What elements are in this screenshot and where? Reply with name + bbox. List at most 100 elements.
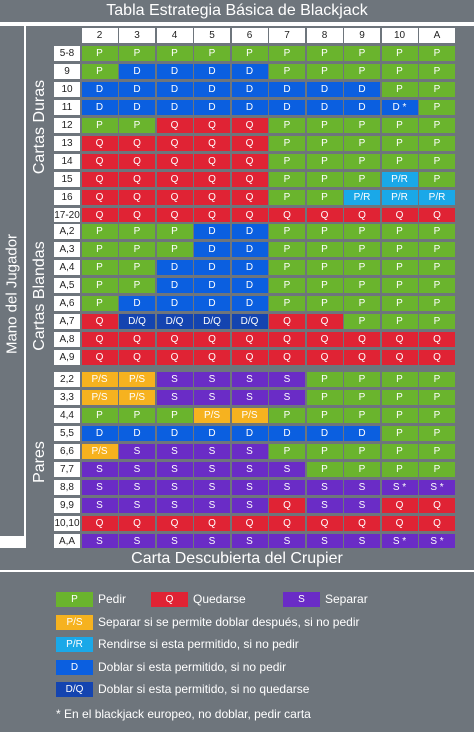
- strategy-cell: Q: [156, 154, 193, 169]
- player-hand-row-label: A,A: [54, 534, 80, 549]
- player-hand-row-label: A,4: [54, 260, 80, 275]
- strategy-cell: P: [381, 372, 418, 387]
- strategy-cell: P: [419, 372, 455, 387]
- player-hand-row-label: 10,10: [54, 516, 80, 531]
- strategy-cell: Q: [156, 118, 193, 133]
- strategy-cell: P: [119, 260, 155, 275]
- strategy-cell: D: [156, 64, 193, 79]
- strategy-cell: P: [381, 390, 418, 405]
- strategy-cell: Q: [269, 516, 305, 531]
- strategy-cell: P: [381, 314, 418, 329]
- strategy-cell: P: [381, 118, 418, 133]
- player-hand-row-label: 11: [54, 100, 80, 115]
- player-hand-row-label: 14: [54, 154, 80, 169]
- player-hand-row-label: A,3: [54, 242, 80, 257]
- strategy-cell: S: [194, 390, 230, 405]
- strategy-cell: P: [269, 154, 305, 169]
- strategy-cell: P: [269, 118, 305, 133]
- strategy-cell: P/S: [119, 372, 155, 387]
- strategy-cell: P: [306, 224, 343, 239]
- player-hand-row-label: A,7: [54, 314, 80, 329]
- strategy-cell: Q: [231, 332, 268, 347]
- legend-text: Quedarse: [193, 592, 246, 606]
- strategy-cell: Q: [119, 208, 155, 223]
- strategy-cell: P: [381, 462, 418, 477]
- legend-swatch: S: [283, 592, 320, 607]
- strategy-cell: P: [269, 296, 305, 311]
- strategy-cell: S: [194, 462, 230, 477]
- strategy-cell: P: [81, 46, 118, 61]
- strategy-cell: D: [231, 260, 268, 275]
- player-hand-row-label: 16: [54, 190, 80, 205]
- strategy-cell: Q: [269, 332, 305, 347]
- strategy-cell: Q: [156, 516, 193, 531]
- strategy-cell: Q: [156, 332, 193, 347]
- strategy-cell: Q: [194, 208, 230, 223]
- strategy-cell: D: [194, 426, 230, 441]
- strategy-cell: S: [156, 480, 193, 495]
- section-label: Cartas Duras: [26, 26, 54, 228]
- strategy-cell: D: [81, 426, 118, 441]
- strategy-cell: P: [306, 172, 343, 187]
- strategy-cell: D: [119, 296, 155, 311]
- strategy-cell: P: [156, 224, 193, 239]
- strategy-cell: P: [344, 444, 380, 459]
- european-note: * En el blackjack europeo, no doblar, pe…: [56, 707, 311, 721]
- strategy-cell: Q: [231, 208, 268, 223]
- strategy-cell: D: [231, 100, 268, 115]
- strategy-cell: P: [156, 408, 193, 423]
- strategy-cell: P: [269, 136, 305, 151]
- strategy-cell: P: [419, 64, 455, 79]
- strategy-cell: Q: [231, 350, 268, 365]
- strategy-cell: P: [381, 426, 418, 441]
- dealer-col-header: 8: [306, 28, 343, 43]
- strategy-cell: P: [419, 278, 455, 293]
- player-hand-row-label: 12: [54, 118, 80, 133]
- strategy-cell: P: [419, 260, 455, 275]
- strategy-cell: S: [306, 534, 343, 549]
- strategy-cell: Q: [269, 314, 305, 329]
- player-hand-row-label: 15: [54, 172, 80, 187]
- strategy-cell: P: [344, 172, 380, 187]
- strategy-cell: P: [419, 242, 455, 257]
- strategy-cell: D: [156, 260, 193, 275]
- strategy-cell: D: [194, 296, 230, 311]
- strategy-cell: S: [231, 444, 268, 459]
- page-title: Tabla Estrategia Básica de Blackjack: [0, 0, 474, 22]
- strategy-cell: P: [306, 64, 343, 79]
- strategy-cell: Q: [344, 350, 380, 365]
- strategy-cell: P/R: [344, 190, 380, 205]
- strategy-cell: P: [269, 172, 305, 187]
- strategy-cell: Q: [81, 314, 118, 329]
- legend-swatch: D: [56, 660, 93, 675]
- strategy-cell: P: [81, 408, 118, 423]
- legend-swatch: Q: [151, 592, 188, 607]
- strategy-cell: Q: [194, 516, 230, 531]
- dealer-col-header: A: [419, 28, 455, 43]
- player-hand-row-label: 10: [54, 82, 80, 97]
- strategy-cell: D: [306, 82, 343, 97]
- strategy-cell: P: [419, 154, 455, 169]
- strategy-cell: P: [419, 100, 455, 115]
- section-label-text: Cartas Duras: [31, 79, 48, 175]
- strategy-cell: P: [381, 82, 418, 97]
- strategy-cell: D: [231, 64, 268, 79]
- strategy-cell: S: [119, 462, 155, 477]
- strategy-cell: Q: [156, 350, 193, 365]
- strategy-cell: Q: [156, 172, 193, 187]
- strategy-cell: S: [156, 390, 193, 405]
- strategy-cell: P: [344, 278, 380, 293]
- strategy-cell: S: [81, 534, 118, 549]
- strategy-cell: Q: [119, 350, 155, 365]
- strategy-cell: P: [269, 224, 305, 239]
- strategy-cell: P: [81, 260, 118, 275]
- strategy-cell: Q: [194, 350, 230, 365]
- strategy-cell: P: [344, 46, 380, 61]
- dealer-col-header: 6: [231, 28, 268, 43]
- strategy-cell: P: [81, 64, 118, 79]
- player-hand-row-label: A,5: [54, 278, 80, 293]
- strategy-cell: Q: [344, 516, 380, 531]
- strategy-cell: Q: [381, 498, 418, 513]
- strategy-cell: Q: [156, 136, 193, 151]
- strategy-cell: S: [231, 462, 268, 477]
